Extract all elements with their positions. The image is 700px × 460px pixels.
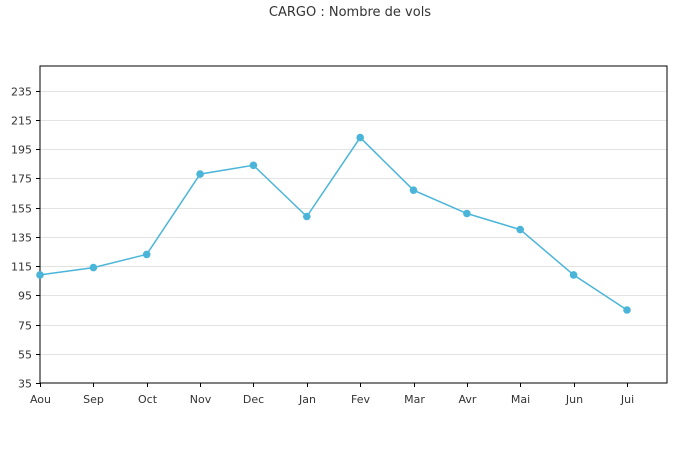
data-point — [463, 209, 471, 218]
data-point — [36, 271, 44, 279]
x-axis-ticks: Aou Sep Oct Nov Dec Jan Fev Mar Avr Mai Jun Jui — [30, 383, 634, 406]
data-point — [516, 225, 524, 234]
y-tick-label: 215 — [11, 115, 32, 128]
y-tick-label: 115 — [11, 261, 32, 274]
x-tick-label: Avr — [459, 393, 477, 406]
chart-title: CARGO : Nombre de vols — [268, 5, 432, 20]
data-point — [249, 161, 258, 170]
y-tick-label: 155 — [11, 203, 32, 216]
y-axis-ticks: 35 55 75 95 115 135 155 175 195 215 235 — [11, 86, 40, 391]
data-point — [89, 263, 98, 272]
y-tick-label: 135 — [11, 232, 32, 245]
data-point — [623, 306, 631, 314]
x-tick-label: Mar — [404, 393, 425, 406]
series-layer — [36, 133, 631, 314]
plot-area-frame — [39, 65, 668, 384]
y-tick-label: 35 — [18, 378, 32, 391]
x-tick-label: Oct — [138, 393, 158, 406]
data-point — [409, 186, 418, 194]
y-tick-label: 195 — [11, 144, 32, 157]
x-tick-label: Jun — [565, 393, 583, 406]
x-tick-label: Fev — [351, 393, 370, 406]
y-tick-label: 95 — [18, 290, 32, 303]
x-tick-label: Jui — [620, 393, 634, 406]
x-tick-label: Sep — [83, 393, 104, 406]
y-tick-label: 75 — [18, 320, 32, 333]
grid-lines — [40, 91, 667, 355]
y-tick-label: 55 — [18, 349, 32, 362]
x-tick-label: Jan — [298, 393, 316, 406]
x-tick-label: Aou — [30, 393, 51, 406]
x-tick-label: Dec — [243, 393, 264, 406]
data-point — [356, 133, 365, 142]
data-point — [303, 212, 311, 221]
x-tick-label: Nov — [190, 393, 212, 406]
y-tick-label: 235 — [11, 86, 32, 99]
data-point — [196, 170, 204, 178]
series-line — [39, 136, 628, 311]
x-tick-label: Mai — [511, 393, 530, 406]
data-point — [142, 250, 151, 259]
y-tick-label: 175 — [11, 173, 32, 186]
data-point — [569, 271, 578, 279]
